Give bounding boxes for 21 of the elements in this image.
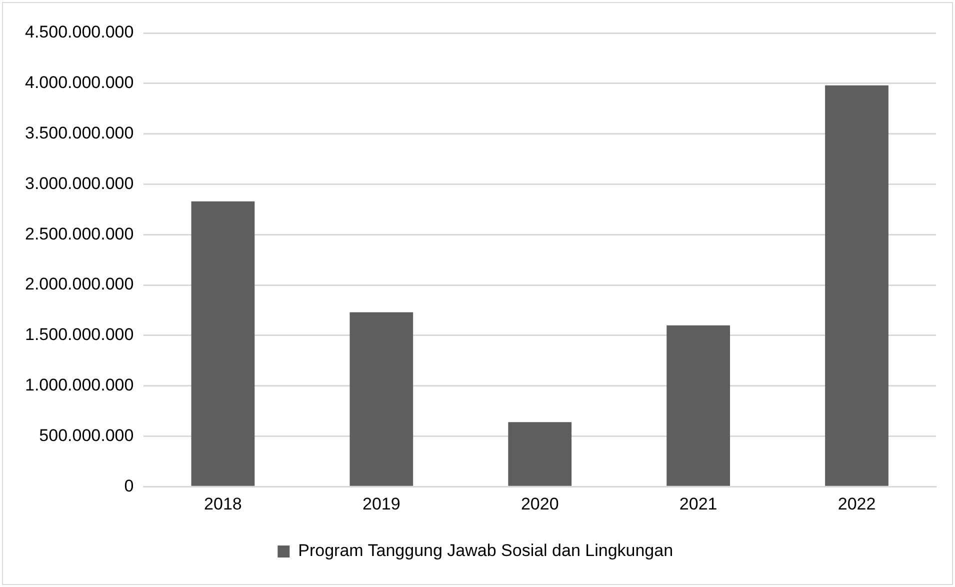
y-tick-label: 2.500.000.000 (24, 224, 134, 244)
y-tick-label: 1.500.000.000 (24, 325, 134, 344)
legend-label: Program Tanggung Jawab Sosial dan Lingkungan (298, 541, 674, 560)
x-tick-label: 2018 (204, 494, 242, 514)
y-tick-label: 0 (124, 476, 134, 496)
bar (666, 325, 730, 486)
bar (350, 312, 414, 486)
y-tick-label: 3.000.000.000 (24, 174, 134, 193)
y-tick-label: 1.000.000.000 (24, 375, 134, 394)
y-tick-label: 500.000.000 (39, 426, 134, 445)
y-tick-label: 4.500.000.000 (24, 22, 134, 42)
bar (508, 422, 572, 486)
y-tick-label: 2.000.000.000 (24, 274, 134, 294)
y-tick-label: 4.000.000.000 (24, 73, 134, 92)
x-tick-label: 2020 (520, 494, 559, 514)
y-tick-label: 3.500.000.000 (24, 123, 134, 142)
bar (825, 85, 888, 486)
x-tick-label: 2019 (362, 494, 400, 514)
bar (191, 201, 255, 486)
x-tick-label: 2022 (838, 494, 876, 514)
x-tick-label: 2021 (679, 494, 718, 514)
